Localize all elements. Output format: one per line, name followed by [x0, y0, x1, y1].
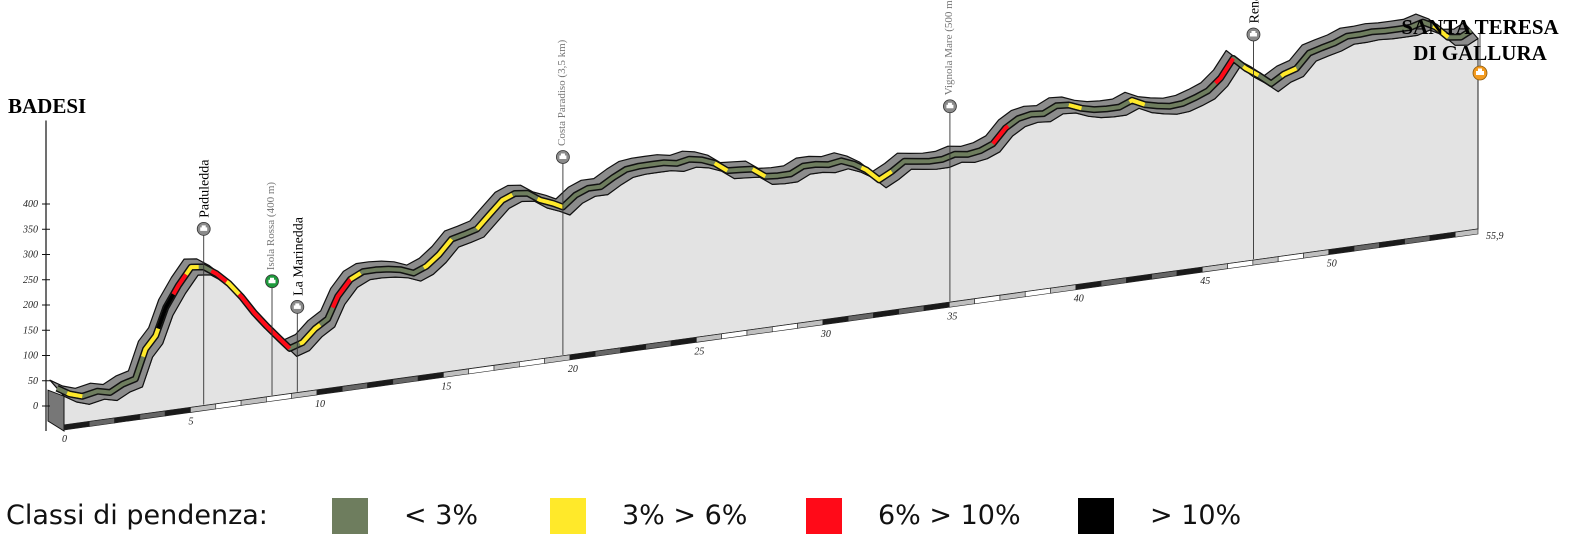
road-segment-gt10 [156, 293, 176, 330]
profile-start-wall [47, 389, 65, 432]
water-icon [265, 274, 279, 289]
elevation-tick-label: 100 [23, 351, 38, 362]
road-segment-3-6 [66, 391, 83, 399]
elevation-profile-svg: 0 5 10 15 20 25 30 35 40 45 50 55,9 0 50 100 150 200 250… [8, 0, 1560, 445]
town-icon [290, 300, 305, 314]
distance-strip-segment [1454, 228, 1479, 238]
legend-label-lt3: < 3% [404, 500, 479, 531]
road-segment-3-6 [1432, 24, 1450, 39]
waypoint-label: Paduledda [198, 159, 213, 218]
road-segment-3-6 [860, 165, 893, 182]
road-segment-3-6 [225, 280, 241, 296]
road-segment-6-10 [330, 278, 353, 309]
legend-title: Classi di pendenza: [6, 500, 268, 531]
total-distance-label: 55,9 [1486, 231, 1504, 242]
road-segment-3-6 [349, 271, 362, 282]
elevation-tick-label: 250 [23, 275, 38, 286]
elevation-tick-label: 300 [22, 250, 38, 261]
elevation-tick-label: 0 [33, 401, 38, 412]
elevation-tick-label: 200 [23, 300, 38, 311]
road-segment-3-6 [184, 265, 199, 276]
legend-swatch-6-10 [806, 498, 842, 534]
distance-tick-label: 25 [694, 346, 704, 357]
road-gradient-layer [55, 18, 1473, 400]
finish-icon [1472, 65, 1488, 81]
distance-tick-label: 35 [946, 311, 957, 322]
waypoint-label: La Marinedda [291, 216, 306, 296]
profile-face-layer [47, 13, 1479, 432]
distance-tick-label: 10 [315, 399, 325, 410]
distance-tick-label: 0 [62, 434, 67, 445]
waypoint-label: Isola Rossa (400 m) [265, 182, 277, 271]
profile-top-band [49, 13, 1479, 405]
waypoint-label: Costa Paradiso (3,5 km) [556, 39, 568, 146]
road-segment-3-6 [299, 323, 322, 346]
road-segment-6-10 [171, 273, 188, 296]
road-segment-3-6 [751, 167, 767, 179]
town-icon [1246, 27, 1261, 42]
distance-tick-label: 45 [1200, 276, 1210, 287]
distance-tick-label: 20 [568, 364, 578, 375]
legend-label-3-6: 3% > 6% [622, 500, 748, 531]
road-segment-3-6 [422, 237, 454, 270]
road-segment-3-6 [1128, 98, 1146, 107]
distance-tick-label: 15 [441, 381, 451, 392]
road-segment-3-6 [1242, 64, 1260, 77]
elevation-axis-layer: 0 50 100 150 200 250 300 350 400 [22, 120, 50, 431]
road-segment-6-10 [991, 124, 1010, 146]
road-segment-3-6 [536, 196, 564, 209]
gradient-legend: Classi di pendenza: < 3% 3% > 6% 6% > 10… [0, 490, 1589, 550]
elevation-tick-label: 350 [22, 224, 38, 235]
town-icon [196, 221, 211, 236]
town-icon [556, 150, 570, 164]
waypoints-layer: Paduledda Isola Rossa (400 m) La Marinedda… [196, 0, 1262, 405]
road-segment-6-10 [237, 292, 292, 350]
elevation-tick-label: 50 [28, 376, 38, 387]
distance-tick-label: 5 [188, 416, 193, 427]
town-icon [943, 99, 957, 114]
road-segment-3-6 [1280, 66, 1298, 78]
elevation-tick-label: 150 [23, 325, 38, 336]
distance-axis-layer: 0 5 10 15 20 25 30 35 40 45 50 55,9 [62, 228, 1504, 445]
elevation-tick-label: 400 [23, 199, 38, 210]
distance-tick-label: 30 [820, 329, 831, 340]
road-segment-3-6 [1068, 103, 1083, 111]
road-segment-3-6 [713, 161, 729, 173]
road-segment-3-6 [141, 327, 161, 358]
legend-swatch-gt10 [1078, 498, 1114, 534]
waypoint-label: Vignola Mare (500 m) [943, 0, 955, 95]
distance-tick-label: 40 [1074, 294, 1084, 305]
distance-tick-label: 50 [1327, 259, 1337, 270]
legend-label-6-10: 6% > 10% [878, 500, 1021, 531]
legend-label-gt10: > 10% [1150, 500, 1242, 531]
road-segment-6-10 [1214, 57, 1235, 85]
legend-swatch-3-6 [550, 498, 586, 534]
road-segment-6-10 [210, 269, 228, 284]
waypoint-label: Rena Majore [1247, 0, 1262, 23]
legend-swatch-lt3 [332, 498, 368, 534]
road-segment-3-6 [475, 193, 514, 231]
start-town-label: BADESI [8, 94, 86, 118]
